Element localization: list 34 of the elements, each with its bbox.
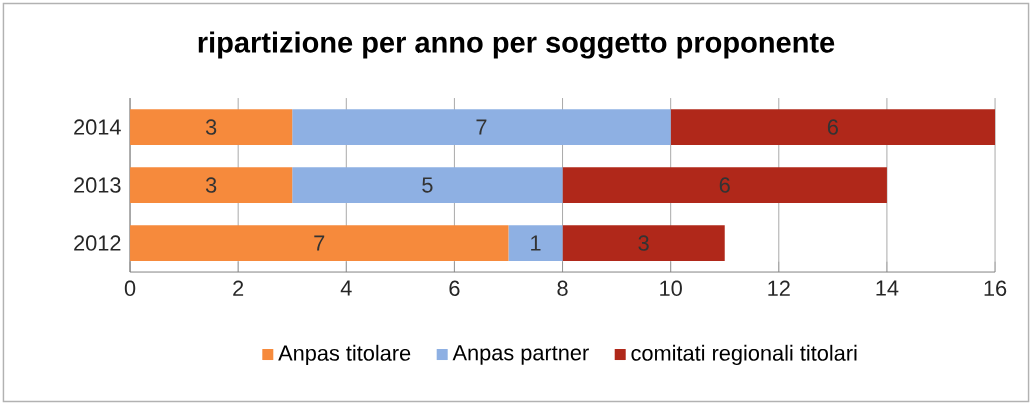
x-tick-label: 8 bbox=[557, 280, 568, 296]
legend-label: Anpas partner bbox=[452, 345, 589, 365]
data-label: 3 bbox=[638, 235, 649, 251]
y-tick-label: 2012 bbox=[74, 235, 121, 251]
data-label: 3 bbox=[205, 177, 217, 193]
bar bbox=[562, 167, 887, 203]
data-label: 7 bbox=[314, 235, 325, 251]
y-tick-label: 2013 bbox=[74, 177, 121, 193]
data-label: 3 bbox=[205, 119, 217, 135]
y-tick-label: 2014 bbox=[74, 119, 121, 135]
bar bbox=[508, 225, 563, 261]
bar bbox=[562, 225, 725, 261]
x-tick-label: 2 bbox=[233, 280, 244, 296]
data-label: 6 bbox=[827, 119, 838, 135]
bar bbox=[670, 109, 996, 145]
x-tick-label: 4 bbox=[340, 280, 352, 296]
bar bbox=[292, 167, 563, 203]
x-tick-label: 14 bbox=[876, 280, 899, 296]
x-tick-label: 16 bbox=[984, 280, 1007, 296]
x-tick-label: 12 bbox=[768, 280, 790, 296]
legend-label: Anpas titolare bbox=[278, 344, 411, 366]
bar bbox=[130, 167, 293, 203]
x-tick-label: 0 bbox=[124, 280, 136, 296]
data-label: 6 bbox=[719, 177, 730, 193]
bar bbox=[130, 109, 293, 145]
chart-title: ripartizione per anno per soggetto proponente bbox=[198, 31, 835, 59]
data-label: 7 bbox=[476, 119, 487, 135]
bar bbox=[292, 109, 671, 145]
data-label: 5 bbox=[422, 177, 433, 193]
x-tick-label: 10 bbox=[660, 280, 682, 296]
legend-label: comitati regionali titolari bbox=[631, 344, 857, 366]
bar bbox=[130, 225, 509, 261]
data-label: 1 bbox=[531, 235, 541, 251]
x-tick-label: 6 bbox=[449, 280, 460, 296]
